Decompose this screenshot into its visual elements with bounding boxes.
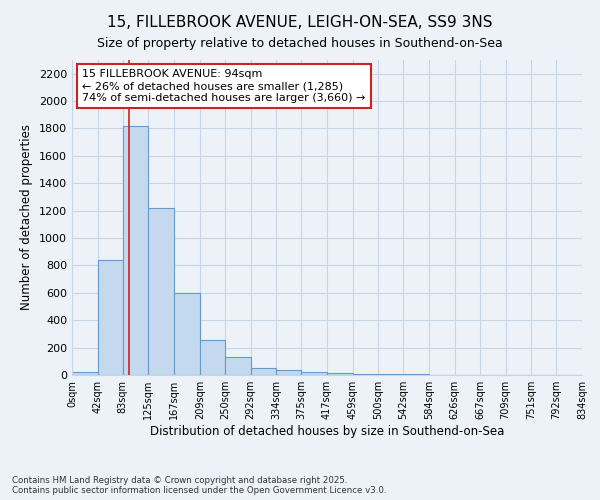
Bar [276, 370, 301, 375]
Bar [148, 208, 174, 375]
Bar [327, 373, 353, 375]
Y-axis label: Number of detached properties: Number of detached properties [20, 124, 34, 310]
Text: Contains HM Land Registry data © Crown copyright and database right 2025.
Contai: Contains HM Land Registry data © Crown c… [12, 476, 386, 495]
Bar [72, 372, 98, 375]
X-axis label: Distribution of detached houses by size in Southend-on-Sea: Distribution of detached houses by size … [150, 425, 504, 438]
Text: 15, FILLEBROOK AVENUE, LEIGH-ON-SEA, SS9 3NS: 15, FILLEBROOK AVENUE, LEIGH-ON-SEA, SS9… [107, 15, 493, 30]
Bar [98, 260, 123, 375]
Text: 15 FILLEBROOK AVENUE: 94sqm
← 26% of detached houses are smaller (1,285)
74% of : 15 FILLEBROOK AVENUE: 94sqm ← 26% of det… [82, 70, 365, 102]
Bar [225, 357, 251, 375]
Bar [174, 293, 200, 375]
Bar [123, 126, 148, 375]
Text: Size of property relative to detached houses in Southend-on-Sea: Size of property relative to detached ho… [97, 38, 503, 51]
Bar [378, 374, 403, 375]
Bar [403, 374, 429, 375]
Bar [251, 368, 276, 375]
Bar [200, 340, 225, 375]
Bar [353, 374, 378, 375]
Bar [301, 372, 327, 375]
